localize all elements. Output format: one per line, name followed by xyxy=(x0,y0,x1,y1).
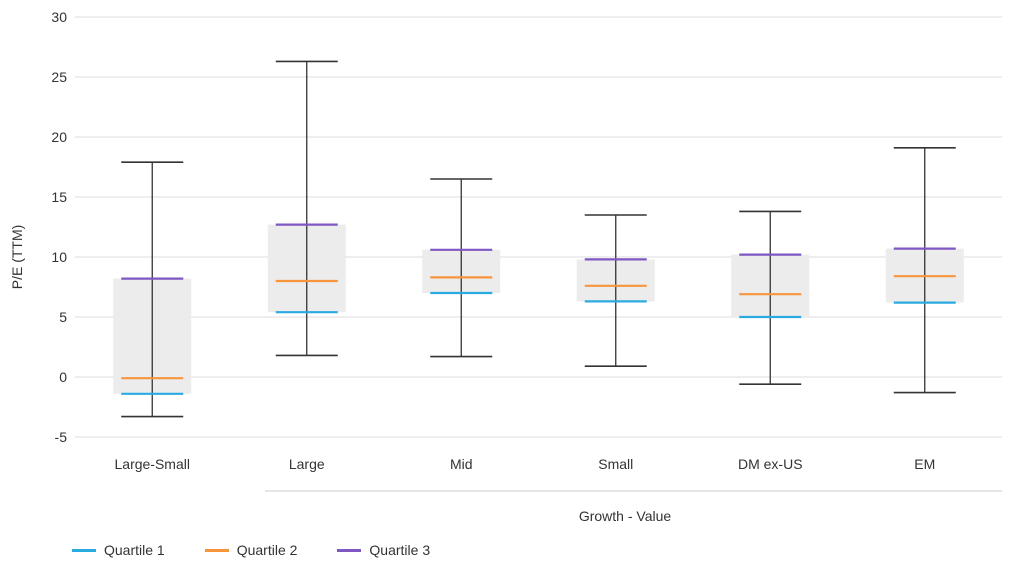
y-tick-label: 20 xyxy=(51,129,67,145)
y-axis-label: P/E (TTM) xyxy=(9,225,25,290)
legend-label-quartile-1: Quartile 1 xyxy=(104,542,165,558)
x-tick-label: Large xyxy=(289,456,325,472)
y-tick-label: 30 xyxy=(51,9,67,25)
legend: Quartile 1 Quartile 2 Quartile 3 xyxy=(72,538,470,562)
legend-item-quartile-3: Quartile 3 xyxy=(337,542,430,558)
x-tick-label: DM ex-US xyxy=(738,456,803,472)
box-mid xyxy=(422,178,501,358)
legend-swatch-quartile-1 xyxy=(72,548,96,552)
y-tick-label: 10 xyxy=(51,249,67,265)
y-tick-label: 15 xyxy=(51,189,67,205)
box-small xyxy=(576,214,655,368)
group-label: Growth - Value xyxy=(579,508,672,524)
x-tick-label: EM xyxy=(914,456,935,472)
y-tick-label: 5 xyxy=(59,309,67,325)
gridlines xyxy=(75,16,1002,438)
box-em xyxy=(885,147,964,394)
legend-label-quartile-3: Quartile 3 xyxy=(369,542,431,558)
legend-item-quartile-2: Quartile 2 xyxy=(204,542,298,558)
y-axis-ticks: -5 0 5 10 15 20 25 30 xyxy=(51,9,67,445)
x-tick-label: Large-Small xyxy=(115,456,190,472)
legend-swatch-quartile-3 xyxy=(337,548,362,552)
y-tick-label: -5 xyxy=(55,429,68,445)
y-tick-label: 25 xyxy=(51,69,67,85)
y-tick-label: 0 xyxy=(59,369,67,385)
boxes xyxy=(113,60,964,418)
legend-swatch-quartile-2 xyxy=(204,548,229,552)
x-tick-label: Small xyxy=(598,456,633,472)
box-large xyxy=(267,60,346,357)
legend-label-quartile-2: Quartile 2 xyxy=(236,542,298,558)
legend-item-quartile-1: Quartile 1 xyxy=(72,542,165,558)
x-axis-ticks: Large-Small Large Mid Small DM ex-US EM xyxy=(115,456,936,472)
x-tick-label: Mid xyxy=(450,456,473,472)
box-dm-ex-us xyxy=(731,210,810,386)
box-large-small xyxy=(113,161,192,418)
